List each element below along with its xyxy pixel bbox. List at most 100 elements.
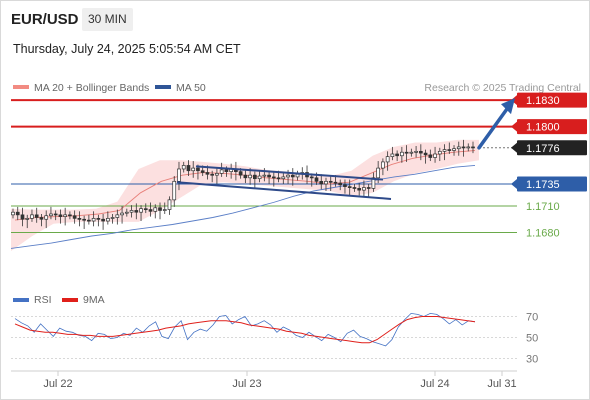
- candle: [172, 176, 177, 207]
- legend: MA 20 + Bollinger Bands MA 50 Research ©…: [13, 82, 581, 94]
- candle-body: [105, 218, 110, 222]
- x-tick-label: Jul 22: [43, 378, 72, 390]
- rsi-legend-label: RSI: [34, 294, 52, 306]
- candle: [324, 177, 328, 192]
- candle: [68, 211, 72, 220]
- candle: [34, 207, 39, 223]
- candle: [281, 173, 286, 184]
- x-axis: Jul 22 Jul 23 Jul 24 Jul 31: [11, 370, 517, 390]
- candle: [101, 213, 105, 230]
- candle-body: [162, 209, 167, 211]
- candle-body: [186, 165, 191, 172]
- candle: [153, 204, 158, 219]
- candle: [404, 145, 409, 162]
- candle-body: [72, 215, 77, 219]
- candle: [177, 161, 181, 191]
- candle-body: [158, 207, 162, 211]
- candle-body: [447, 149, 452, 151]
- candle: [162, 202, 167, 214]
- candle-body: [253, 174, 257, 180]
- candle-body: [205, 172, 210, 175]
- candle: [87, 214, 91, 225]
- candle-body: [423, 152, 428, 156]
- candle: [437, 147, 442, 162]
- candle-body: [238, 171, 243, 176]
- candle-body: [11, 211, 15, 216]
- candle: [456, 141, 461, 156]
- candle-body: [153, 207, 158, 212]
- candle-body: [68, 214, 72, 217]
- candle-body: [400, 151, 404, 157]
- candle: [418, 144, 423, 161]
- rsi-legend-swatch: [13, 298, 29, 302]
- candle-body: [39, 217, 44, 220]
- candle-body: [196, 167, 200, 172]
- candle-body: [390, 153, 395, 157]
- candle-body: [257, 175, 262, 180]
- candle: [381, 158, 385, 176]
- candle: [395, 150, 399, 162]
- timeframe-badge[interactable]: 30 MIN: [82, 8, 133, 31]
- candle-body: [115, 214, 120, 218]
- candle-body: [82, 218, 86, 221]
- candle-body: [124, 211, 129, 214]
- timestamp: Thursday, July 24, 2025 5:05:54 AM CET: [13, 42, 241, 56]
- candle: [77, 211, 82, 227]
- candle-body: [385, 156, 390, 163]
- candle: [309, 173, 314, 187]
- candle-body: [352, 187, 357, 189]
- candle: [124, 208, 129, 217]
- candle-body: [215, 173, 219, 176]
- price-panel: 1.1830 1.1800 1.1776 1.1735 1.1710 1.1680: [10, 92, 587, 251]
- candle-body: [44, 215, 49, 220]
- candle: [210, 170, 215, 183]
- candle-body: [347, 186, 352, 188]
- rsi-legend: RSI 9MA: [13, 294, 105, 306]
- candle-body: [461, 146, 466, 149]
- level-label-last_price: 1.1776: [526, 143, 560, 155]
- candle: [409, 148, 414, 157]
- candle: [466, 143, 471, 152]
- ma9-legend-label: 9MA: [83, 294, 105, 306]
- candle: [433, 146, 437, 163]
- candle-body: [437, 150, 442, 155]
- channel-line-upper: [195, 165, 384, 181]
- candle-body: [456, 146, 461, 150]
- candle-body: [30, 214, 34, 219]
- candle: [371, 172, 376, 192]
- candle-body: [167, 199, 172, 210]
- candle: [58, 209, 63, 224]
- candle-body: [267, 174, 271, 178]
- candle: [20, 207, 25, 227]
- x-tick-label: Jul 31: [487, 378, 516, 390]
- candle-body: [87, 219, 91, 222]
- candle-body: [281, 176, 286, 180]
- candle-body: [286, 174, 290, 178]
- candle: [39, 213, 44, 227]
- candle: [96, 214, 101, 227]
- candle: [343, 179, 347, 194]
- candle-body: [371, 177, 376, 189]
- candle: [352, 183, 357, 192]
- candle-body: [200, 170, 205, 173]
- candle: [442, 144, 447, 161]
- candle: [447, 142, 452, 154]
- candle-body: [324, 180, 328, 185]
- candle: [25, 214, 30, 229]
- level-label-support_2: 1.1680: [526, 227, 560, 239]
- candle: [215, 168, 219, 184]
- candle-body: [101, 218, 105, 222]
- candle: [143, 203, 148, 214]
- ma20-legend-swatch: [13, 85, 29, 89]
- candle-body: [404, 151, 409, 154]
- ma50-line: [10, 164, 476, 249]
- candle-body: [49, 213, 53, 217]
- candle: [30, 209, 34, 222]
- candle: [257, 170, 262, 183]
- candle: [461, 139, 466, 157]
- rsi-panel: 70 50 30: [11, 312, 538, 366]
- ma9-legend-swatch: [62, 298, 78, 302]
- candle-body: [466, 146, 471, 149]
